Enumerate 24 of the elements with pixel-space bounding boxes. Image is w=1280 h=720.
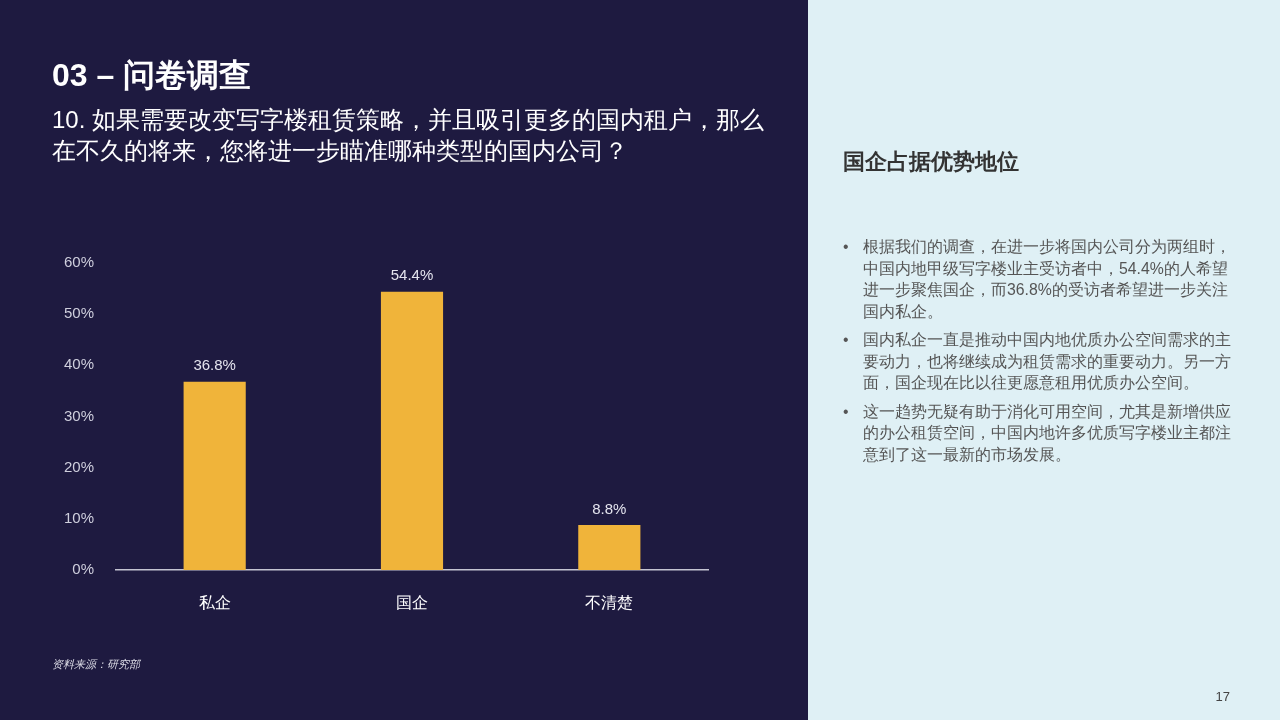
chart-subtitle: 10. 如果需要改变写字楼租赁策略，并且吸引更多的国内租户，那么在不久的将来，您将进一步瞄准哪种类型的国内公司？ xyxy=(52,105,766,166)
y-tick-label: 40% xyxy=(63,355,94,373)
text: 资料来源：研究部 xyxy=(52,657,140,672)
y-tick-label: 20% xyxy=(63,457,94,475)
text: • 根据我们的调查，在进一步将国内公司分为两组时，中国内地甲级写字楼业主受访者中，54.4%的人希望进一步聚焦国企，而36.8%的受访者希望进一步关注国内私企。 xyxy=(843,237,1231,320)
text: 17 xyxy=(1215,689,1230,704)
text: • 这一趋势无疑有助于消化可用空间，尤其是新增供应的办公租赁空间，中国内地许多优质写字楼业主都注意到了这一最新的市场发展。 xyxy=(843,401,1231,463)
data-label: 54.4% xyxy=(390,266,434,284)
data-label: 8.8% xyxy=(592,499,627,517)
bar xyxy=(380,291,444,570)
bar xyxy=(183,381,246,570)
text: • 国内私企一直是推动中国内地优质办公空间需求的主要动力，也将继续成为租赁需求的重要动力。另一方面，国企现在比以往更愿意租用优质办公空间。 xyxy=(843,330,1231,391)
y-tick-label: 10% xyxy=(63,508,94,526)
text: 国企占据优势地位 xyxy=(843,148,1019,176)
y-tick-label: 0% xyxy=(72,560,94,578)
data-label: 36.8% xyxy=(193,356,236,374)
y-tick-label: 60% xyxy=(63,253,94,271)
x-tick-label: 不清楚 xyxy=(585,594,634,612)
x-tick-label: 私企 xyxy=(198,594,231,612)
y-tick-label: 30% xyxy=(63,406,94,424)
x-tick-label: 国企 xyxy=(396,594,428,612)
chart-title: 03 – 问卷调查 xyxy=(52,56,252,95)
y-tick-label: 50% xyxy=(63,304,94,322)
bar xyxy=(578,524,641,570)
